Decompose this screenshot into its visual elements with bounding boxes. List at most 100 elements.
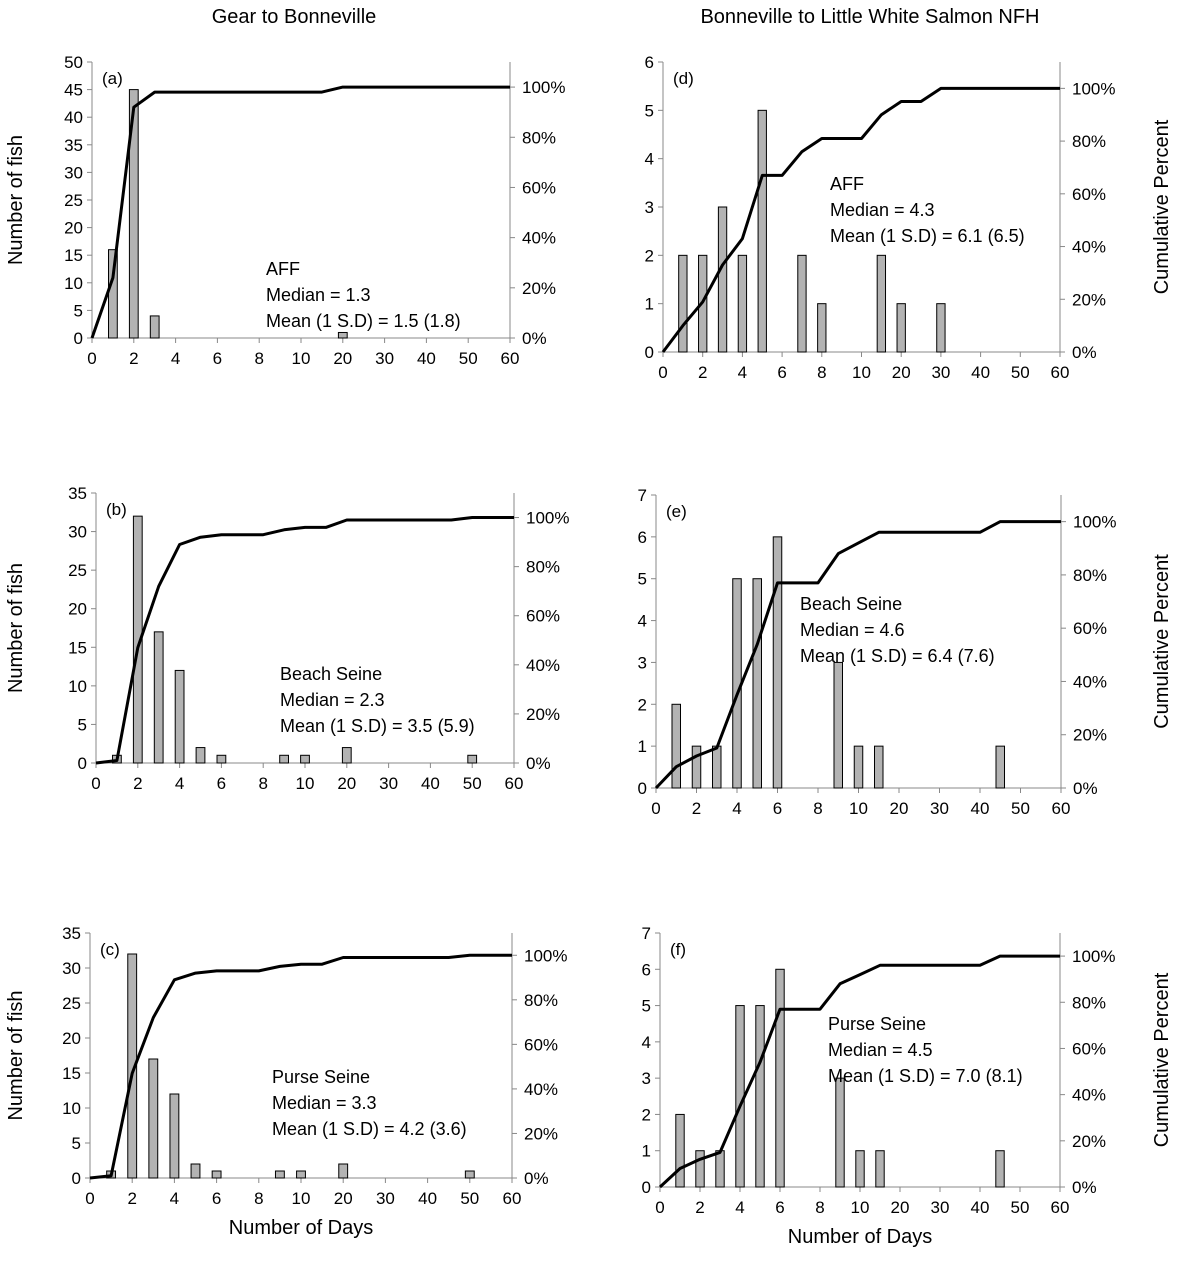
x-tick-label: 30 bbox=[375, 349, 394, 368]
x-tick-label: 50 bbox=[1011, 799, 1030, 818]
histogram-bar bbox=[737, 254, 748, 353]
y-tick-label: 2 bbox=[645, 246, 654, 265]
histogram-bar bbox=[715, 1150, 725, 1188]
stats-annotation-line: Purse Seine bbox=[828, 1014, 926, 1034]
histogram-bar bbox=[467, 754, 478, 764]
y-tick-label: 6 bbox=[642, 960, 651, 979]
column-title-right: Bonneville to Little White Salmon NFH bbox=[700, 6, 1040, 28]
y-tick-label: 5 bbox=[74, 301, 83, 320]
y-axis-title: Number of fish bbox=[5, 135, 27, 265]
stats-annotation-line: Mean (1 S.D) = 7.0 (8.1) bbox=[828, 1066, 1023, 1086]
histogram-bar bbox=[873, 745, 884, 789]
x-tick-label: 10 bbox=[849, 799, 868, 818]
histogram-bar bbox=[296, 1170, 306, 1179]
y2-tick-label: 60% bbox=[524, 1035, 558, 1054]
histogram-bar bbox=[853, 745, 864, 789]
y-tick-label: 0 bbox=[642, 1178, 651, 1197]
stats-annotation-line: Mean (1 S.D) = 4.2 (3.6) bbox=[272, 1119, 467, 1139]
y-tick-label: 5 bbox=[645, 101, 654, 120]
y2-tick-label: 60% bbox=[522, 178, 556, 197]
cumulative-percent-line bbox=[654, 520, 1061, 790]
x-tick-label: 10 bbox=[292, 349, 311, 368]
x-tick-label: 60 bbox=[1052, 799, 1071, 818]
y-tick-label: 15 bbox=[62, 1064, 81, 1083]
y-tick-label: 30 bbox=[62, 959, 81, 978]
y-tick-label: 4 bbox=[645, 150, 654, 169]
histogram-bar bbox=[678, 254, 688, 353]
y2-tick-label: 80% bbox=[522, 128, 556, 147]
histogram-bar bbox=[174, 669, 185, 764]
x-tick-label: 6 bbox=[775, 1198, 784, 1217]
x-tick-label: 40 bbox=[971, 799, 990, 818]
x-tick-label: 30 bbox=[376, 1189, 395, 1208]
y-tick-label: 4 bbox=[638, 612, 647, 631]
histogram-bar bbox=[132, 515, 143, 764]
histogram-bar bbox=[855, 1150, 865, 1188]
y-tick-label: 0 bbox=[72, 1169, 81, 1188]
y2-tick-label: 80% bbox=[1072, 132, 1106, 151]
y-tick-label: 30 bbox=[68, 523, 87, 542]
x-axis-title: Number of Days bbox=[229, 1217, 374, 1239]
histogram-bar bbox=[279, 754, 289, 764]
y-axis-title: Number of fish bbox=[5, 563, 27, 693]
x-tick-label: 2 bbox=[698, 363, 707, 382]
histogram-bar bbox=[755, 1005, 765, 1188]
histogram-bar bbox=[876, 254, 887, 353]
x-tick-label: 20 bbox=[334, 1189, 353, 1208]
y2-tick-label: 100% bbox=[526, 509, 569, 528]
panel-label: (a) bbox=[102, 69, 123, 88]
y-tick-label: 45 bbox=[64, 81, 83, 100]
y-tick-label: 7 bbox=[638, 486, 647, 505]
histogram-bar bbox=[797, 254, 807, 353]
y-tick-label: 35 bbox=[64, 136, 83, 155]
y-tick-label: 0 bbox=[645, 343, 654, 362]
y-tick-label: 0 bbox=[78, 754, 87, 773]
histogram-bar bbox=[936, 303, 946, 353]
cumulative-percent-line bbox=[90, 85, 510, 339]
x-tick-label: 60 bbox=[1051, 363, 1070, 382]
histogram-bar bbox=[216, 754, 227, 764]
x-tick-label: 10 bbox=[852, 363, 871, 382]
y-tick-label: 7 bbox=[642, 924, 651, 943]
stats-annotation-line: AFF bbox=[266, 259, 300, 279]
y-tick-label: 10 bbox=[68, 677, 87, 696]
y2-tick-label: 40% bbox=[524, 1080, 558, 1099]
y2-tick-label: 100% bbox=[1072, 79, 1115, 98]
x-tick-label: 10 bbox=[851, 1198, 870, 1217]
y2-tick-label: 0% bbox=[1072, 1178, 1097, 1197]
stats-annotation-line: Beach Seine bbox=[800, 594, 902, 614]
y2-tick-label: 20% bbox=[524, 1124, 558, 1143]
chart-panel-e: 0 1 2 3 4 5 6 7 0% 20% 40% 60% 80% 100% 0 2 4 6 8 10 20 30 40 5… bbox=[638, 486, 1173, 818]
x-tick-label: 40 bbox=[417, 349, 436, 368]
y2-tick-label: 60% bbox=[1072, 185, 1106, 204]
x-tick-label: 6 bbox=[773, 799, 782, 818]
x-tick-label: 6 bbox=[213, 349, 222, 368]
y2-axis-title: Cumulative Percent bbox=[1151, 554, 1173, 729]
stats-annotation-line: Mean (1 S.D) = 6.4 (7.6) bbox=[800, 646, 995, 666]
x-tick-label: 40 bbox=[418, 1189, 437, 1208]
histogram-bar bbox=[833, 661, 844, 789]
y2-tick-label: 40% bbox=[1073, 672, 1107, 691]
y-tick-label: 4 bbox=[642, 1033, 651, 1052]
x-tick-label: 60 bbox=[505, 774, 524, 793]
x-tick-label: 0 bbox=[655, 1198, 664, 1217]
x-tick-label: 4 bbox=[738, 363, 747, 382]
y-tick-label: 15 bbox=[68, 638, 87, 657]
x-tick-label: 20 bbox=[333, 349, 352, 368]
y-tick-label: 6 bbox=[645, 53, 654, 72]
y-tick-label: 0 bbox=[74, 329, 83, 348]
x-tick-label: 30 bbox=[931, 363, 950, 382]
histogram-bar bbox=[717, 206, 728, 353]
y2-tick-label: 40% bbox=[1072, 238, 1106, 257]
x-tick-label: 8 bbox=[813, 799, 822, 818]
y-tick-label: 5 bbox=[638, 570, 647, 589]
x-tick-label: 40 bbox=[971, 363, 990, 382]
y-tick-label: 0 bbox=[638, 779, 647, 798]
x-tick-label: 6 bbox=[777, 363, 786, 382]
histogram-bar bbox=[464, 1170, 475, 1179]
stats-annotation-line: Median = 4.3 bbox=[830, 200, 935, 220]
x-tick-label: 60 bbox=[501, 349, 520, 368]
x-tick-label: 2 bbox=[129, 349, 138, 368]
